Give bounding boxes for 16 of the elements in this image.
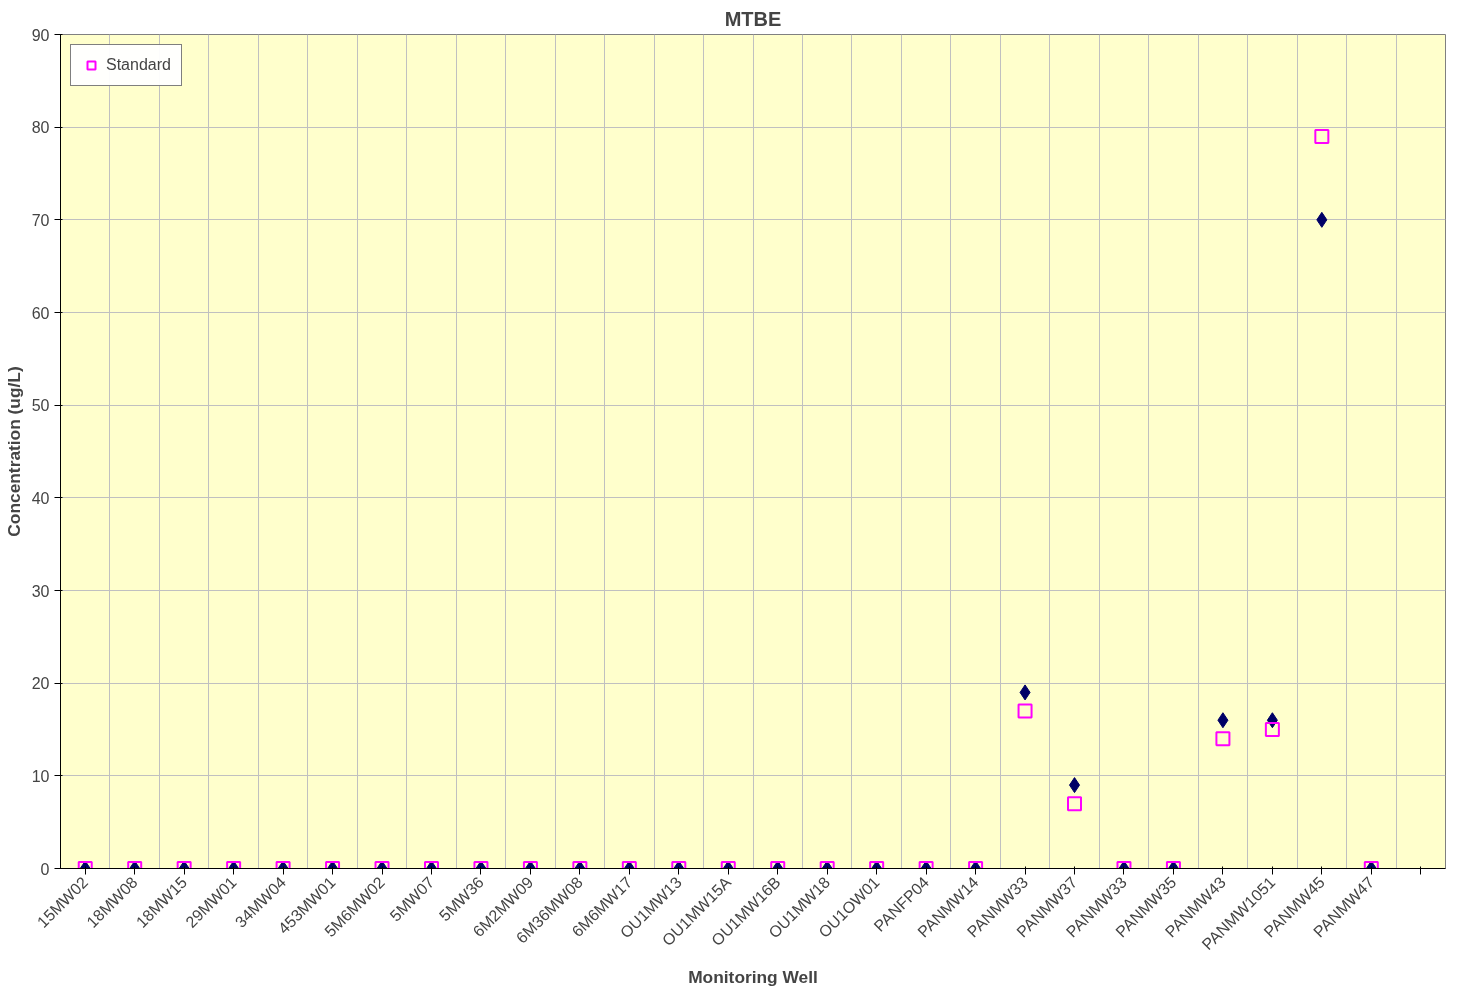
y-axis-title: Concentration (ug/L) xyxy=(3,366,24,537)
y-tick-label: 20 xyxy=(31,675,50,693)
point xyxy=(1314,128,1330,144)
y-tick-label: 50 xyxy=(31,397,50,415)
y-tick-label: 0 xyxy=(40,860,50,878)
y-tick-label: 90 xyxy=(31,26,50,44)
y-tick-label: 40 xyxy=(31,489,50,507)
y-tick-label: 60 xyxy=(31,304,50,322)
chart-title: MTBE xyxy=(724,7,782,30)
x-axis-title: Monitoring Well xyxy=(688,967,818,988)
y-tick-label: 70 xyxy=(31,211,50,229)
y-tick-label: 10 xyxy=(31,767,50,785)
legend-label: Standard xyxy=(106,56,171,74)
y-tick-label: 30 xyxy=(31,582,50,600)
point xyxy=(1316,211,1328,228)
y-tick-label: 80 xyxy=(31,119,50,137)
